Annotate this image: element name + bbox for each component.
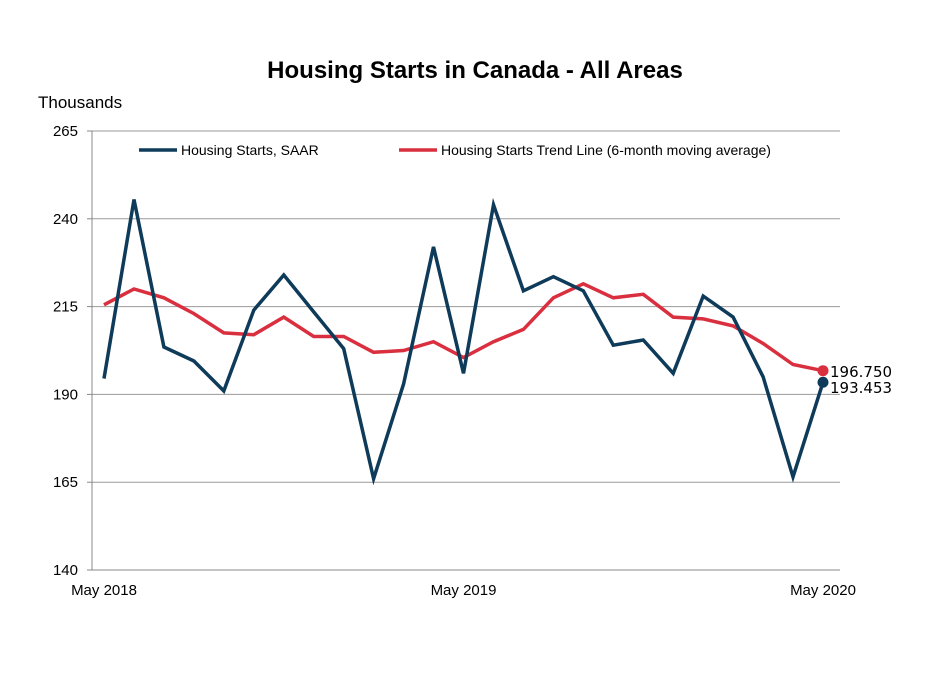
y-tick-labels: 140 165 190 215 240 265 (53, 123, 78, 579)
y-tick-label-240: 240 (53, 211, 78, 228)
x-tick-labels: May 2018 May 2019 May 2020 (71, 582, 856, 599)
series-end-point-0 (817, 376, 829, 388)
y-tick-label-165: 165 (53, 474, 78, 491)
series-line-0 (102, 197, 825, 486)
series-line-1 (103, 281, 824, 373)
legend: Housing Starts, SAAR Housing Starts Tren… (139, 142, 771, 158)
gridlines (87, 130, 840, 571)
legend-label-housing-starts: Housing Starts, SAAR (181, 142, 319, 158)
chart-title: Housing Starts in Canada - All Areas (267, 57, 683, 84)
y-tick-label-190: 190 (53, 386, 78, 403)
y-axis-label: Thousands (38, 93, 122, 112)
legend-label-trend-line: Housing Starts Trend Line (6-month movin… (441, 142, 771, 158)
x-tick-label-24: May 2020 (790, 582, 856, 599)
x-tick-label-12: May 2019 (431, 582, 497, 599)
series-end-point-1 (817, 365, 829, 377)
y-tick-label-140: 140 (53, 562, 78, 579)
trend-end-label: 196.750 (830, 363, 892, 381)
y-tick-label-265: 265 (53, 123, 78, 140)
starts-end-label: 193.453 (830, 379, 892, 397)
series-layer (102, 197, 829, 486)
end-labels: 196.750 193.453 (830, 363, 892, 397)
axes (91, 131, 840, 571)
x-tick-label-0: May 2018 (71, 582, 137, 599)
y-tick-label-215: 215 (53, 299, 78, 316)
